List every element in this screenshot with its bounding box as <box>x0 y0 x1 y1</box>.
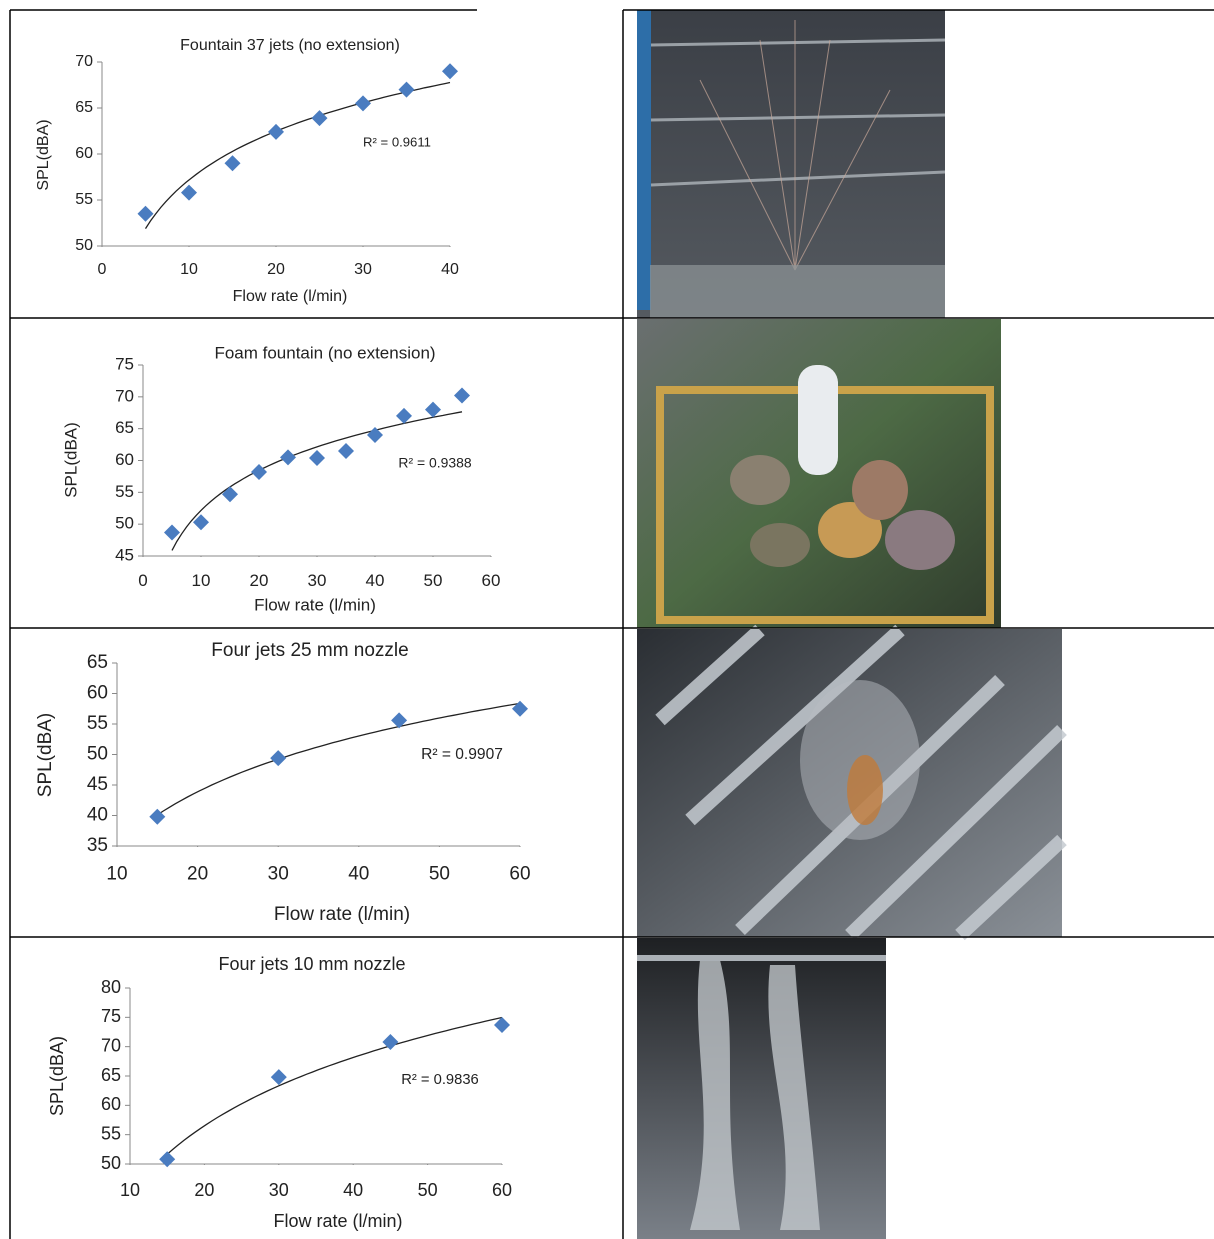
annotation: R² = 0.9907 <box>421 746 503 763</box>
chart: Foam fountain (no extension) Flow rate (l… <box>61 343 500 614</box>
data-point <box>425 402 441 418</box>
trendline <box>146 83 451 229</box>
data-point <box>159 1151 175 1167</box>
y-tick-label: 55 <box>101 1123 121 1143</box>
data-point <box>270 750 286 766</box>
photo <box>637 10 945 318</box>
x-tick-label: 30 <box>354 261 372 278</box>
y-tick-label: 75 <box>101 1006 121 1026</box>
y-tick-label: 60 <box>101 1094 121 1114</box>
x-tick-label: 0 <box>98 261 107 278</box>
data-point <box>268 124 284 140</box>
y-tick-label: 45 <box>87 774 108 795</box>
y-axis-label: SPL(dBA) <box>47 1036 67 1116</box>
y-tick-label: 60 <box>75 145 93 162</box>
data-point <box>181 185 197 201</box>
data-point <box>164 524 180 540</box>
y-axis-label: SPL(dBA) <box>61 422 80 498</box>
y-tick-label: 70 <box>115 386 134 405</box>
data-point <box>280 449 296 465</box>
y-tick-label: 40 <box>87 805 108 826</box>
y-axis-label: SPL(dBA) <box>35 713 56 797</box>
y-tick-label: 55 <box>75 191 93 208</box>
y-tick-label: 70 <box>75 53 93 70</box>
chart: Four jets 10 mm nozzle Flow rate (l/min) S… <box>47 954 512 1231</box>
data-point <box>442 63 458 79</box>
data-point <box>312 110 328 126</box>
chart-title: Four jets 25 mm nozzle <box>211 640 408 661</box>
x-tick-label: 40 <box>348 864 369 885</box>
page: {"chart_data": [ {"type": "scatter", "ti… <box>0 0 1214 1239</box>
x-tick-label: 60 <box>482 571 501 590</box>
data-point <box>512 701 528 717</box>
chart-title: Fountain 37 jets (no extension) <box>180 37 400 54</box>
x-tick-label: 60 <box>509 864 530 885</box>
annotation: R² = 0.9611 <box>363 134 431 149</box>
x-tick-label: 20 <box>267 261 285 278</box>
y-tick-label: 45 <box>115 545 134 564</box>
y-tick-label: 65 <box>75 99 93 116</box>
data-point <box>225 155 241 171</box>
x-tick-label: 10 <box>192 571 211 590</box>
x-tick-label: 40 <box>366 571 385 590</box>
x-axis-label: Flow rate (l/min) <box>273 1211 402 1231</box>
data-point <box>454 388 470 404</box>
y-tick-label: 50 <box>115 514 134 533</box>
x-tick-label: 40 <box>441 261 459 278</box>
charts: Fountain 37 jets (no extension) Flow rate… <box>35 37 531 1231</box>
y-tick-label: 60 <box>115 450 134 469</box>
chart: Fountain 37 jets (no extension) Flow rate… <box>35 37 459 305</box>
x-tick-label: 50 <box>424 571 443 590</box>
trendline <box>172 412 462 551</box>
chart-title: Four jets 10 mm nozzle <box>218 954 405 974</box>
table: Fountain 37 jets (no extension) Flow rate… <box>0 0 1214 1239</box>
y-tick-label: 65 <box>101 1065 121 1085</box>
data-point <box>338 443 354 459</box>
x-tick-label: 10 <box>120 1180 140 1200</box>
x-tick-label: 20 <box>250 571 269 590</box>
y-tick-label: 65 <box>115 418 134 437</box>
x-tick-label: 50 <box>418 1180 438 1200</box>
x-tick-label: 20 <box>194 1180 214 1200</box>
photo <box>637 938 886 1239</box>
x-tick-label: 40 <box>343 1180 363 1200</box>
data-point <box>396 408 412 424</box>
y-tick-label: 70 <box>101 1035 121 1055</box>
y-tick-label: 55 <box>87 713 108 734</box>
y-tick-label: 80 <box>101 977 121 997</box>
data-point <box>309 450 325 466</box>
photo <box>637 629 1062 937</box>
x-axis-label: Flow rate (l/min) <box>233 288 348 305</box>
x-tick-label: 30 <box>268 864 289 885</box>
x-tick-label: 60 <box>492 1180 512 1200</box>
x-tick-label: 30 <box>269 1180 289 1200</box>
x-tick-label: 10 <box>180 261 198 278</box>
y-tick-label: 50 <box>75 237 93 254</box>
y-tick-label: 50 <box>101 1153 121 1173</box>
x-axis-label: Flow rate (l/min) <box>274 904 410 925</box>
x-tick-label: 50 <box>429 864 450 885</box>
chart: Four jets 25 mm nozzle Flow rate (l/min) S… <box>35 640 531 925</box>
x-axis-label: Flow rate (l/min) <box>254 595 376 614</box>
y-axis-label: SPL(dBA) <box>35 119 52 190</box>
chart-title: Foam fountain (no extension) <box>214 343 435 362</box>
x-tick-label: 20 <box>187 864 208 885</box>
photo <box>637 319 1001 628</box>
y-tick-label: 60 <box>87 683 108 704</box>
x-tick-label: 10 <box>106 864 127 885</box>
y-tick-label: 50 <box>87 744 108 765</box>
annotation: R² = 0.9388 <box>398 455 471 471</box>
data-point <box>251 464 267 480</box>
data-point <box>355 95 371 111</box>
x-tick-label: 0 <box>138 571 147 590</box>
y-tick-label: 75 <box>115 354 134 373</box>
y-tick-label: 55 <box>115 482 134 501</box>
y-tick-label: 35 <box>87 835 108 856</box>
data-point <box>222 486 238 502</box>
annotation: R² = 0.9836 <box>401 1072 479 1088</box>
y-tick-label: 65 <box>87 652 108 673</box>
x-tick-label: 30 <box>308 571 327 590</box>
data-point <box>399 82 415 98</box>
